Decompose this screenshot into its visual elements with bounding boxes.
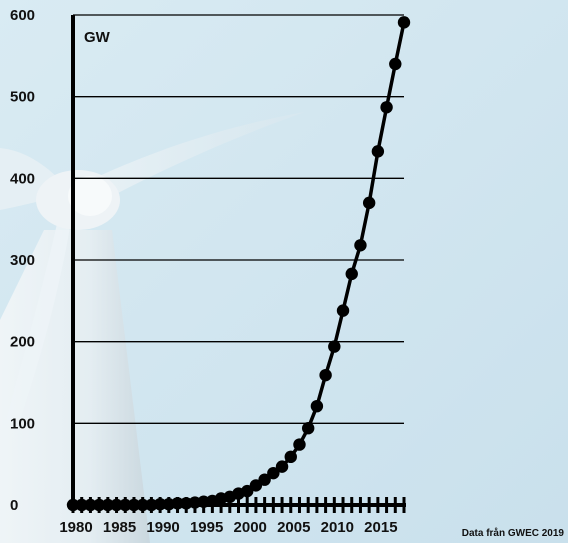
y-tick-label: 500	[10, 89, 35, 106]
data-point	[267, 466, 280, 480]
y-tick-labels: 0 100 200 300 400 500 600	[10, 7, 35, 514]
y-tick-label: 100	[10, 415, 35, 432]
source-note: Data från GWEC 2019	[462, 527, 565, 539]
x-tick-label: 1985	[103, 519, 136, 536]
data-point	[153, 497, 167, 511]
data-point	[345, 267, 358, 281]
x-tick-labels: 1980 1985 1990 1995 2000 2005 2010 2015	[59, 519, 397, 536]
x-tick-label: 1995	[190, 519, 223, 536]
x-tick-label: 2015	[364, 519, 397, 536]
data-point	[119, 498, 132, 512]
y-tick-label: 600	[10, 7, 35, 24]
data-point	[92, 498, 106, 512]
unit-label: GW	[84, 29, 111, 46]
data-point	[380, 101, 393, 114]
data-point	[171, 497, 184, 510]
data-point	[319, 368, 332, 382]
y-tick-label: 400	[10, 170, 35, 187]
data-point	[293, 438, 306, 451]
data-point	[258, 473, 271, 486]
x-tick-label: 1990	[146, 519, 179, 536]
data-point	[75, 498, 88, 512]
data-point	[136, 498, 149, 512]
data-point	[362, 196, 376, 210]
data-point	[389, 57, 402, 71]
gridlines	[73, 14, 404, 424]
data-point	[101, 498, 115, 512]
data-point	[275, 460, 289, 473]
data-point	[336, 304, 350, 317]
data-point	[84, 498, 97, 512]
data-point	[284, 450, 297, 464]
y-tick-label: 0	[10, 497, 18, 514]
x-tick-label: 2005	[277, 519, 310, 536]
data-point	[371, 145, 385, 158]
data-point	[310, 399, 324, 413]
x-tick-label: 2010	[321, 519, 354, 536]
data-points	[66, 16, 411, 512]
data-point	[127, 498, 141, 512]
data-point	[66, 498, 80, 512]
data-point	[328, 340, 341, 353]
data-point	[397, 16, 411, 29]
y-tick-label: 200	[10, 334, 35, 351]
data-point	[301, 422, 315, 435]
x-tick-label: 2000	[234, 519, 267, 536]
data-point	[354, 239, 367, 252]
y-tick-label: 300	[10, 252, 35, 269]
data-point	[110, 498, 123, 512]
x-tick-label: 1980	[59, 519, 92, 536]
